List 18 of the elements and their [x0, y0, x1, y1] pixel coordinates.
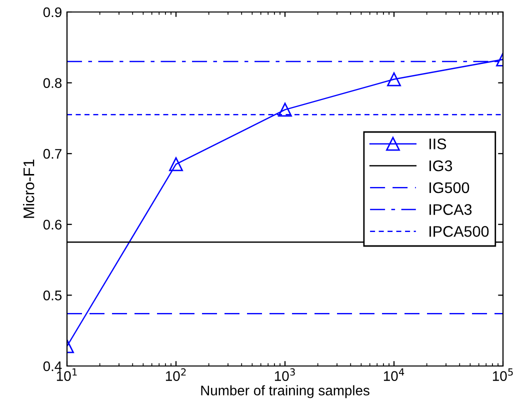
legend-label: IPCA3 [430, 204, 472, 215]
legend-label: IG500 [430, 182, 470, 194]
legend-label: IPCA500 [430, 226, 489, 237]
y-tick-label: 0.4 [43, 361, 62, 372]
y-tick-label: 0.9 [43, 7, 62, 18]
x-axis-title: Number of training samples [201, 385, 370, 398]
y-tick-label: 0.5 [43, 290, 62, 300]
y-tick-label: 0.7 [43, 148, 62, 159]
y-tick-label: 0.8 [43, 78, 62, 88]
point [278, 102, 292, 117]
y-tick-label: 0.6 [43, 220, 62, 230]
x-tick-label: 10$^{2}$ [166, 368, 186, 381]
legend-label: IIS [430, 138, 446, 150]
legend-label: IG3 [430, 160, 452, 172]
x-tick-label: 10$^{5}$ [492, 368, 513, 381]
x-tick-label: 10$^{3}$ [274, 368, 295, 381]
x-tick-label: 10$^{4}$ [384, 368, 404, 381]
y-axis-title: Micro-F1 [23, 160, 34, 218]
